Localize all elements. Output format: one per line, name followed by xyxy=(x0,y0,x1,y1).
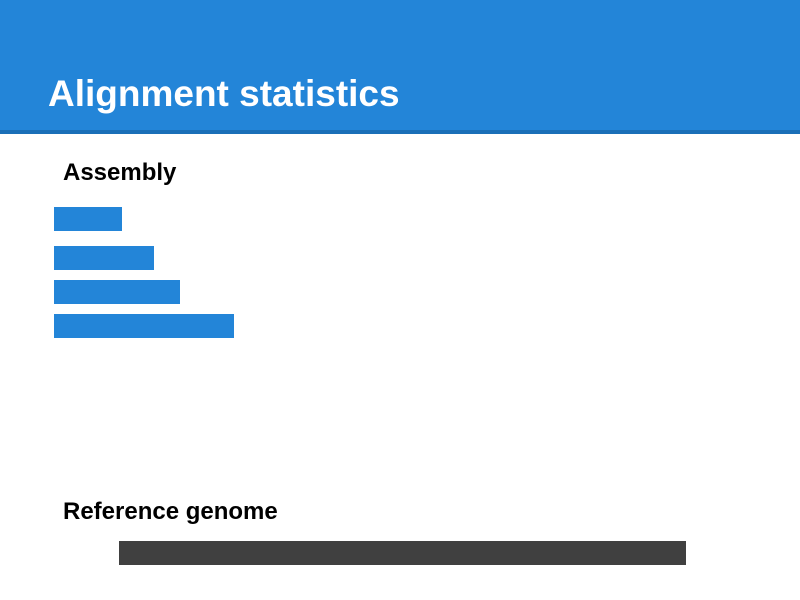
assembly-contig-bar xyxy=(54,246,154,270)
assembly-label: Assembly xyxy=(63,159,177,186)
reference-genome-label: Reference genome xyxy=(63,498,278,525)
assembly-contig-bar xyxy=(54,314,234,338)
title-banner-rule xyxy=(0,130,800,134)
reference-genome-bar xyxy=(119,541,686,565)
assembly-contig-bar xyxy=(54,280,180,304)
assembly-contig-bar xyxy=(54,207,122,231)
slide-title: Alignment statistics xyxy=(48,73,400,114)
title-banner xyxy=(0,0,800,130)
